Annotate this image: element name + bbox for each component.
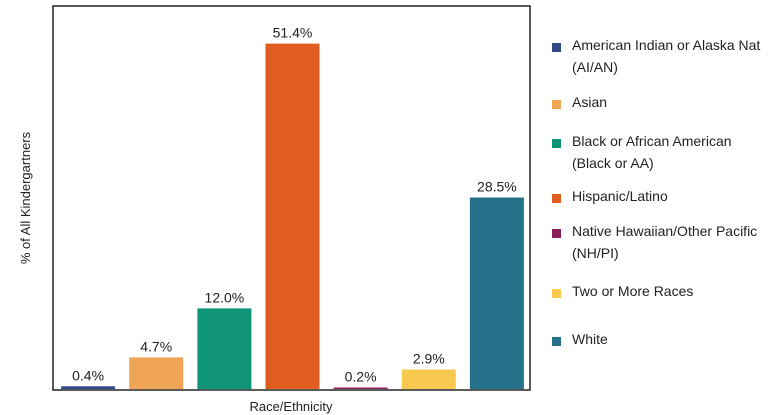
bar-value-label: 2.9% (413, 351, 445, 367)
legend-item-white: White (552, 328, 767, 350)
legend-swatch (552, 337, 561, 346)
value-label-group: 0.4% 4.7% 12.0% 51.4% 0.2% 2.9% 28.5% (72, 25, 517, 385)
legend-label: Two or More Races (572, 283, 694, 299)
plot-area-frame (52, 5, 531, 391)
legend-label: American Indian or Alaska Nat (AI/AN) (572, 37, 761, 75)
bar-value-label: 51.4% (273, 25, 313, 41)
bar-group (61, 43, 524, 389)
legend-label: Asian (572, 94, 608, 110)
bar-value-label: 28.5% (477, 179, 517, 195)
y-axis-label: % of All Kindergartners (18, 131, 33, 264)
legend-item-two-or-more: Two or More Races (552, 280, 767, 302)
bar (197, 308, 252, 389)
legend-label: White (572, 331, 608, 347)
legend-swatch (552, 194, 561, 203)
legend-item-asian: Asian (552, 91, 767, 113)
bar (469, 197, 524, 389)
bar (61, 386, 116, 389)
bar (333, 387, 388, 389)
bar (129, 357, 184, 389)
legend-label: Native Hawaiian/Other Pacific (NH/PI) (572, 223, 758, 261)
legend-item-ai-an: American Indian or Alaska Nat (AI/AN) (552, 34, 767, 78)
bar-value-label: 4.7% (140, 338, 172, 354)
legend-swatch (552, 289, 561, 298)
legend-swatch (552, 100, 561, 109)
legend-item-nh-pi: Native Hawaiian/Other Pacific (NH/PI) (552, 220, 767, 264)
bar-value-label: 12.0% (205, 289, 245, 305)
bar-value-label: 0.2% (345, 369, 377, 385)
legend-label: Hispanic/Latino (572, 188, 668, 204)
legend-swatch (552, 229, 561, 238)
x-axis-label: Race/Ethnicity (249, 399, 333, 414)
bar (265, 43, 320, 389)
legend-label: Black or African American (Black or AA) (572, 133, 732, 171)
legend-swatch (552, 139, 561, 148)
bar (401, 369, 456, 389)
legend-item-hispanic: Hispanic/Latino (552, 185, 767, 207)
legend-item-black-aa: Black or African American (Black or AA) (552, 130, 767, 174)
legend-swatch (552, 43, 561, 52)
bar-value-label: 0.4% (72, 367, 104, 383)
